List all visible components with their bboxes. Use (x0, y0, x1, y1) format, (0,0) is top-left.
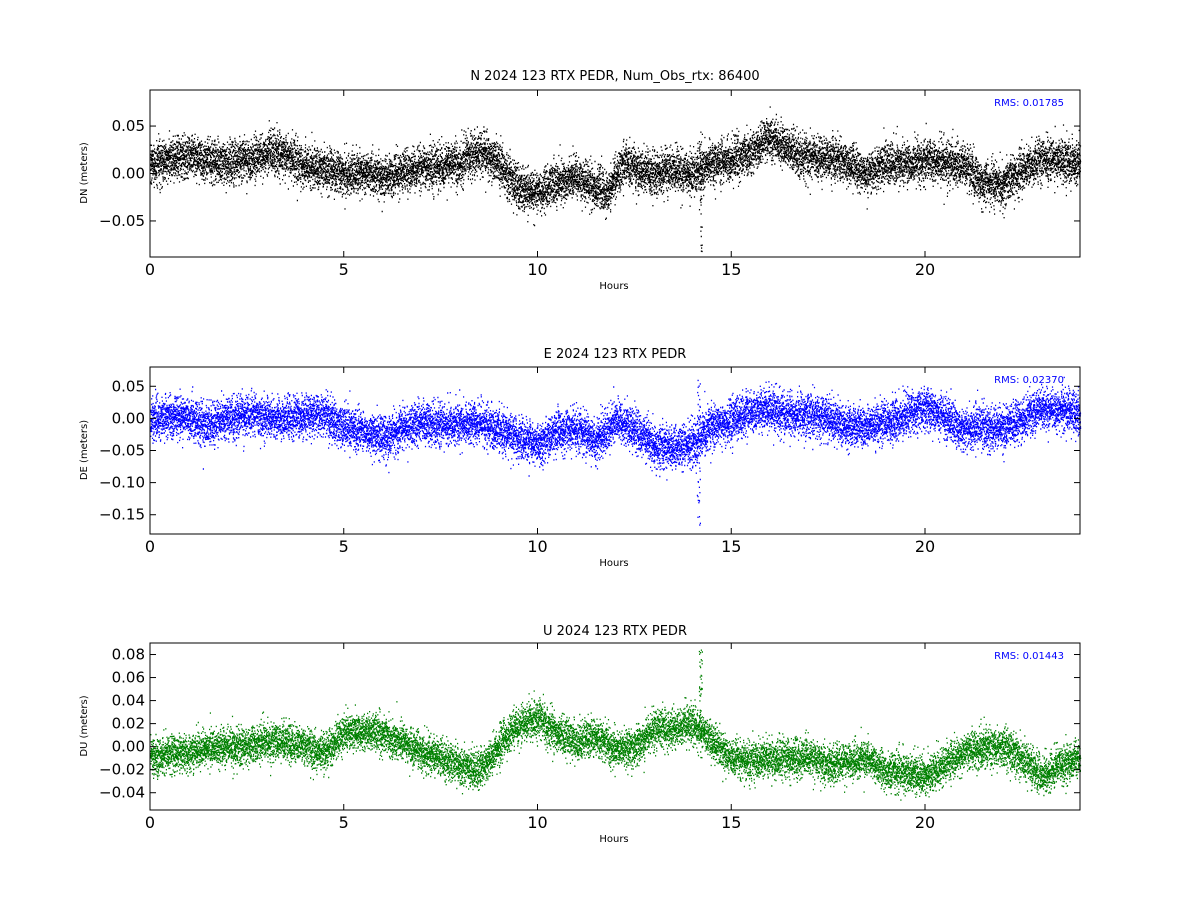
up-scatter-points (150, 649, 1082, 801)
up-x-tick-label: 15 (721, 813, 741, 832)
up-chart-title: U 2024 123 RTX PEDR (543, 624, 687, 639)
north-scatter-points (150, 106, 1082, 253)
up-x-tick-label: 20 (915, 813, 935, 832)
north-x-tick-label: 0 (145, 260, 155, 279)
panel-north: 0 5 10 15 20 −0.05 0.00 0.05 N 2024 123 RTX PE… (79, 69, 1082, 292)
up-x-tick-label: 5 (339, 813, 349, 832)
north-x-tick-label: 15 (721, 260, 741, 279)
east-x-tick-label: 5 (339, 537, 349, 556)
north-rms-annotation: RMS: 0.01785 (994, 98, 1064, 109)
up-rms-annotation: RMS: 0.01443 (994, 651, 1064, 662)
up-x-tick-label: 0 (145, 813, 155, 832)
east-x-tick-label: 20 (915, 537, 935, 556)
east-x-tick-label: 15 (721, 537, 741, 556)
north-x-tick-label: 10 (527, 260, 547, 279)
up-x-tick-label: 10 (527, 813, 547, 832)
up-scatter-series (150, 649, 1082, 801)
east-scatter-points (150, 376, 1082, 526)
east-rms-annotation: RMS: 0.02370 (994, 375, 1064, 386)
north-y-tick-label: 0.05 (112, 117, 145, 135)
east-chart-title: E 2024 123 RTX PEDR (544, 347, 687, 362)
up-y-axis-label: DU (meters) (79, 695, 90, 756)
north-x-ticks: 0 5 10 15 20 (145, 90, 935, 279)
up-x-axis-label: Hours (599, 834, 628, 845)
east-scatter-series (150, 376, 1082, 526)
up-y-tick-label: −0.02 (99, 761, 145, 779)
up-y-tick-label: 0.02 (112, 715, 145, 733)
east-x-tick-label: 0 (145, 537, 155, 556)
up-y-tick-label: 0.08 (112, 646, 145, 664)
north-y-tick-label: 0.00 (112, 165, 145, 183)
east-x-tick-label: 10 (527, 537, 547, 556)
east-y-tick-label: 0.05 (112, 377, 145, 395)
east-y-ticks: −0.15 −0.10 −0.05 0.00 0.05 (99, 377, 1080, 524)
north-x-tick-label: 5 (339, 260, 349, 279)
east-x-ticks: 0 5 10 15 20 (145, 367, 935, 556)
east-y-tick-label: −0.10 (99, 474, 145, 492)
up-y-tick-label: 0.00 (112, 738, 145, 756)
north-y-axis-label: DN (meters) (79, 142, 90, 204)
north-y-ticks: −0.05 0.00 0.05 (99, 117, 1080, 230)
panel-up: 0 5 10 15 20 −0.04−0.020.000.020.040.060.08 … (79, 624, 1082, 845)
up-plot-frame (149, 642, 1081, 811)
up-y-tick-label: 0.04 (112, 692, 145, 710)
north-y-tick-label: −0.05 (99, 212, 145, 230)
north-x-axis-label: Hours (599, 281, 628, 292)
east-y-tick-label: −0.05 (99, 442, 145, 460)
up-y-ticks: −0.04 −0.02 0.00 0.02 0.04 0.06 0.08 (99, 646, 1080, 802)
north-x-tick-label: 20 (915, 260, 935, 279)
north-chart-title: N 2024 123 RTX PEDR, Num_Obs_rtx: 86400 (470, 69, 759, 84)
up-y-tick-label: −0.04 (99, 784, 145, 802)
up-y-tick-label: 0.06 (112, 669, 145, 687)
east-y-tick-label: 0.00 (112, 409, 145, 427)
east-x-axis-label: Hours (599, 558, 628, 569)
up-x-ticks: 0 5 10 15 20 (145, 643, 935, 832)
east-y-axis-label: DE (meters) (79, 420, 90, 480)
east-y-tick-label: −0.15 (99, 506, 145, 524)
panel-east: 0 5 10 15 20 −0.15 −0.10 −0.05 0.00 0.05 E 2024 … (79, 347, 1082, 569)
north-scatter-series (150, 106, 1082, 253)
